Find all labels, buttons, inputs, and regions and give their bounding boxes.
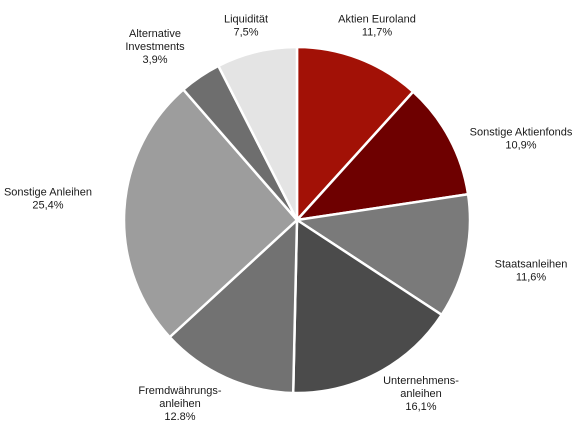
pie-label-value: 11,6% xyxy=(516,272,547,284)
pie-slice-aktien-euroland xyxy=(295,45,415,222)
pie-label-text: Liquidität xyxy=(224,14,268,26)
pie-slice-sonstige-anleihen xyxy=(122,88,299,339)
pie-label-sonstige-aktienfonds: Sonstige Aktienfonds 10,9% xyxy=(470,127,573,152)
pie-label-text: anleihen xyxy=(400,388,442,400)
pie-label-text: Investments xyxy=(125,41,185,53)
pie-label-alternative-investments: Alternative Investments 3,9% xyxy=(125,28,185,66)
pie-label-unternehmens-anleihen: Unternehmens-anleihen 16,1% xyxy=(383,375,459,413)
pie-label-value: 7,5% xyxy=(233,27,258,39)
pie-label-value: 16,1% xyxy=(405,401,436,413)
pie-label-aktien-euroland: Aktien Euroland 11,7% xyxy=(338,14,416,39)
pie-label-text: Staatsanleihen xyxy=(495,259,568,271)
pie-label-value: 11,7% xyxy=(362,27,393,39)
pie-label-value: 10,9% xyxy=(505,140,536,152)
pie-label-value: 25,4% xyxy=(32,200,63,212)
pie-slice-fremdwaehrungs-anleihen xyxy=(168,218,299,395)
pie-labels: Aktien Euroland 11,7% Sonstige Aktienfonds… xyxy=(4,14,573,424)
pie-label-text: Sonstige Anleihen xyxy=(4,187,92,199)
pie-label-value: 12.8% xyxy=(164,411,195,423)
pie-label-text: anleihen xyxy=(159,398,201,410)
pie-label-fremdwaehrungs-anleihen: Fremdwährungs-anleihen 12.8% xyxy=(138,385,221,423)
pie-label-value: 3,9% xyxy=(142,54,167,66)
pie-label-text: Fremdwährungs- xyxy=(138,385,221,397)
pie-label-liquiditaet: Liquidität 7,5% xyxy=(224,14,268,39)
pie-label-text: Unternehmens- xyxy=(383,375,459,387)
pie-label-text: Sonstige Aktienfonds xyxy=(470,127,573,139)
pie-label-text: Aktien Euroland xyxy=(338,14,416,26)
pie-slice-unternehmens-anleihen xyxy=(291,218,443,395)
pie-label-staatsanleihen: Staatsanleihen 11,6% xyxy=(495,259,568,284)
pie-label-text: Alternative xyxy=(129,28,181,40)
pie-slice-staatsanleihen xyxy=(295,193,472,317)
pie-label-sonstige-anleihen: Sonstige Anleihen 25,4% xyxy=(4,187,92,212)
pie-slice-liquiditaet xyxy=(217,45,299,222)
pie-slices xyxy=(122,45,472,395)
pie-slice-sonstige-aktienfonds xyxy=(295,90,470,222)
